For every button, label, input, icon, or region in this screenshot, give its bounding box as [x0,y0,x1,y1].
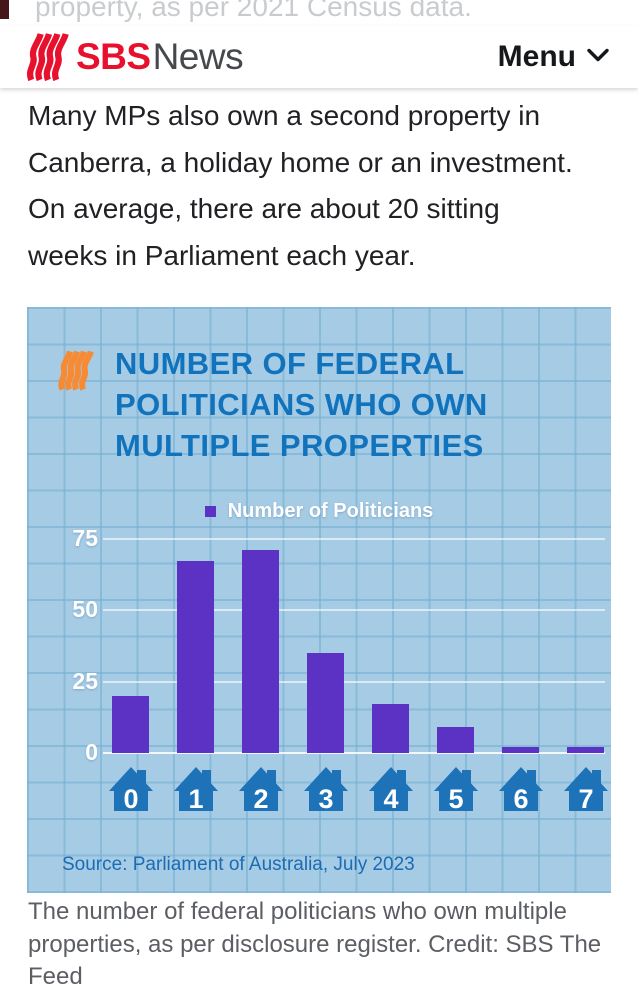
menu-label: Menu [497,40,576,73]
chart-source: Source: Parliament of Australia, July 20… [62,854,415,875]
menu-button[interactable]: Menu [498,40,610,74]
house-icon-0: 0 [108,765,154,814]
bar-2 [242,550,279,753]
bar-0 [112,696,149,753]
y-tick-label-50: 50 [72,596,98,622]
sbs-mercator-icon [26,33,72,81]
y-gridline-50 [103,609,605,611]
chart-figure: NUMBER OF FEDERAL POLITICIANS WHO OWN MU… [27,307,611,893]
svg-text:2: 2 [253,784,268,813]
svg-text:4: 4 [383,784,398,813]
plot-area: 0 25 50 75 0 1 2 3 4 5 6 7 [27,307,611,893]
y-gridline-75 [103,537,605,540]
article-paragraph: Many MPs also own a second property in C… [28,100,573,271]
svg-text:0: 0 [123,784,138,813]
chart-sbs-mercator-icon [58,347,96,399]
house-icon-1: 1 [173,765,219,814]
chart-legend: Number of Politicians [27,500,611,523]
legend-swatch [204,506,216,517]
scrolled-article-text: property, as per 2021 Census data. [35,0,472,22]
bar-7 [567,747,604,753]
svg-text:3: 3 [318,784,333,813]
chart-title: NUMBER OF FEDERAL POLITICIANS WHO OWN MU… [115,346,488,463]
house-icon-7: 7 [563,765,609,814]
svg-text:6: 6 [513,784,528,813]
bar-4 [372,704,409,753]
brand-news-text: News [152,36,244,77]
svg-text:5: 5 [448,784,463,813]
y-gridline-25 [103,680,605,683]
brand-sbs-text: SBS [76,36,151,77]
site-header: SBS News Menu [0,26,638,88]
bar-1 [177,561,214,753]
house-icon-2: 2 [238,765,284,814]
chevron-down-icon [586,48,610,67]
y-tick-label-75: 75 [72,524,98,551]
y-tick-label-25: 25 [72,667,98,694]
bar-6 [502,747,539,753]
bar-3 [307,653,344,753]
svg-text:7: 7 [578,784,593,813]
article-caption: The number of federal politicians who ow… [28,898,602,991]
scroll-artifact [0,0,9,19]
y-tick-label-0: 0 [85,739,98,765]
house-icon-5: 5 [433,765,479,814]
legend-label: Number of Politicians [227,500,434,522]
house-icon-4: 4 [368,765,414,814]
house-icon-6: 6 [498,765,544,814]
house-icon-3: 3 [303,765,349,814]
sbs-news-logo[interactable]: SBS News [26,33,244,81]
svg-text:1: 1 [188,784,203,813]
y-gridline-0 [103,752,605,754]
bar-5 [437,727,474,753]
